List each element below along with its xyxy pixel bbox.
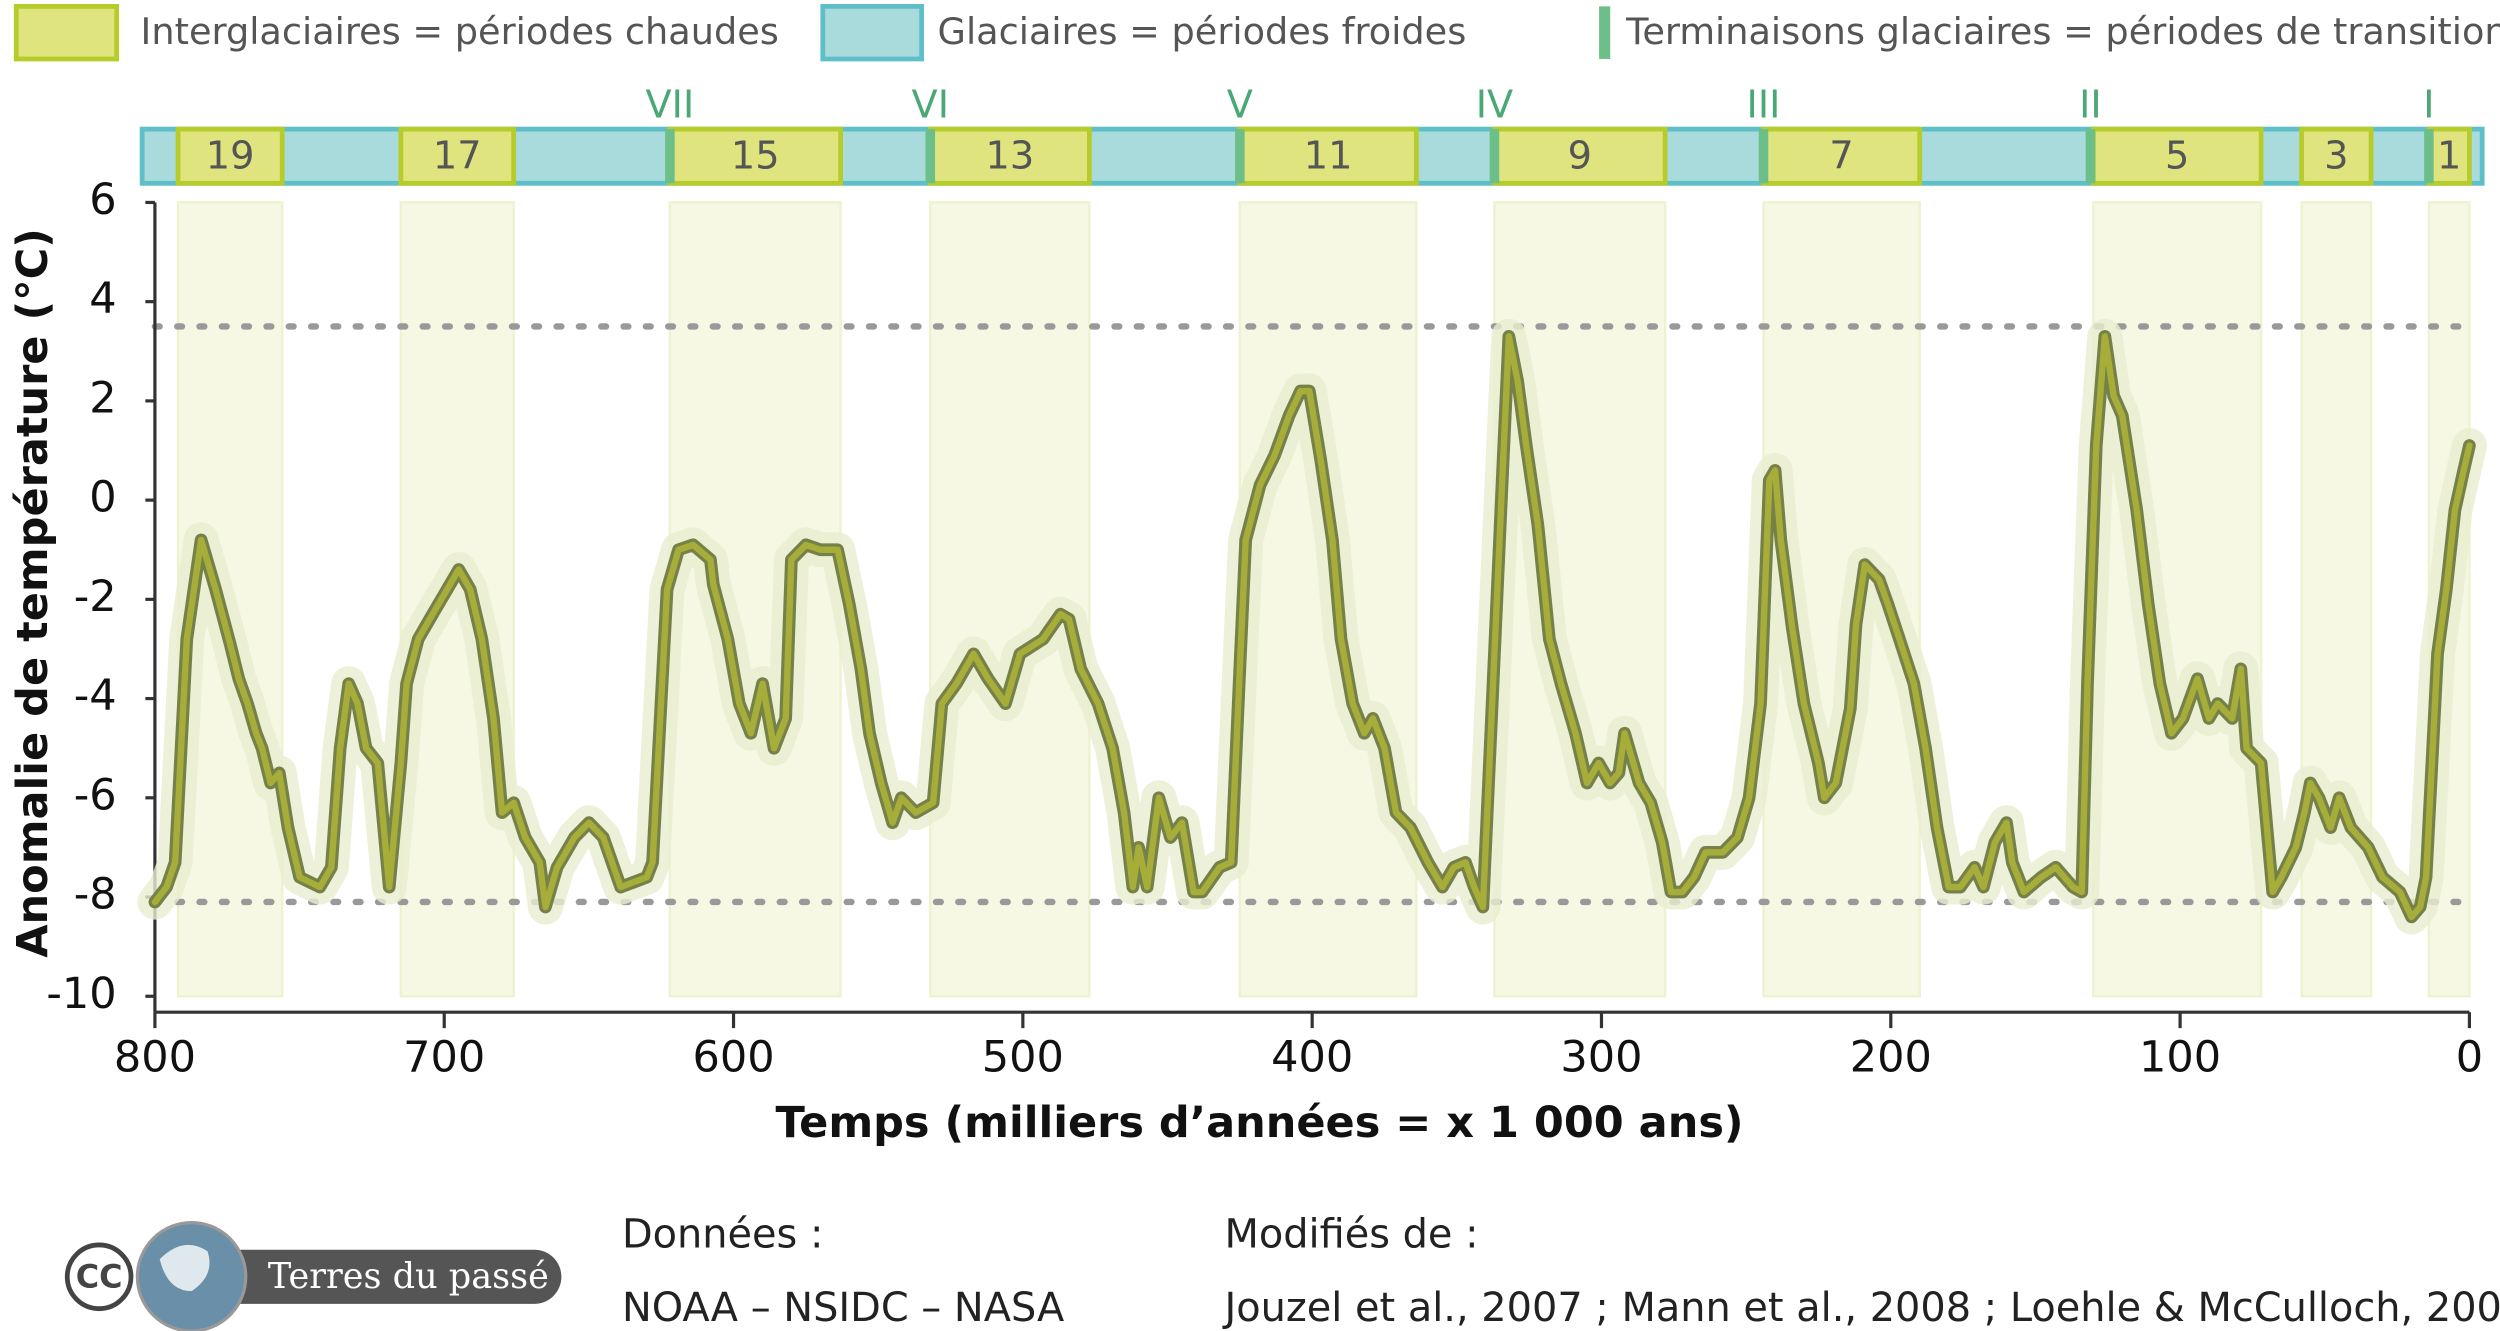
interglacial-label: 3 — [2324, 133, 2348, 178]
interglacial-band — [2092, 201, 2263, 998]
interglacial-box — [927, 126, 1092, 186]
x-axis-title: Temps (milliers d’années = x 1 000 ans) — [776, 1098, 1744, 1148]
termination-label: V — [1227, 82, 1253, 127]
termination-bar — [925, 129, 936, 184]
interglacial-band — [2300, 201, 2373, 998]
termination-bar — [2424, 129, 2434, 184]
logo-ice — [159, 1244, 210, 1292]
interglacial-label: 5 — [2165, 133, 2189, 178]
termination-label: IV — [1476, 82, 1513, 127]
interglacial-label: 17 — [433, 133, 482, 178]
logo: CC Terres du passé — [64, 1221, 562, 1331]
y-tick-label: 4 — [89, 274, 116, 324]
legend-label: Glaciaires = périodes froides — [938, 10, 1467, 53]
interglacial-box — [398, 126, 517, 186]
termination-label: VII — [646, 82, 695, 127]
y-tick-label: -10 — [46, 969, 116, 1019]
y-tick-label: -4 — [74, 671, 117, 721]
y-tick-label: -2 — [74, 572, 117, 622]
termination-label: VI — [912, 82, 949, 127]
legend-swatch — [1599, 6, 1611, 59]
x-tick-label: 300 — [1560, 1033, 1642, 1083]
interglacial-box — [1492, 126, 1668, 186]
termination-label: I — [2423, 82, 2434, 127]
x-tick-label: 400 — [1271, 1033, 1353, 1083]
x-tick-label: 0 — [2456, 1033, 2483, 1083]
termination-bar — [1758, 129, 1769, 184]
interglacial-box — [175, 126, 285, 186]
cc-text: CC — [76, 1257, 123, 1295]
cc-badge — [64, 1242, 134, 1312]
data-title: Données : — [622, 1211, 823, 1257]
interglacial-box — [1237, 126, 1419, 186]
interglacial-label: 13 — [985, 133, 1034, 178]
interglacial-box — [1761, 126, 1923, 186]
y-tick-label: -8 — [74, 870, 117, 920]
interglacial-label: 11 — [1304, 133, 1353, 178]
legend-swatch — [820, 3, 925, 62]
termination-bar — [1489, 129, 1500, 184]
marks-layer — [137, 318, 2487, 935]
termination-label: II — [2079, 82, 2102, 127]
y-tick-label: 2 — [89, 373, 116, 423]
legend-label: Terminaisons glaciaires = périodes de tr… — [1625, 10, 2500, 53]
x-tick-label: 200 — [1850, 1033, 1932, 1083]
y-tick-label: 6 — [89, 175, 116, 225]
x-tick-label: 100 — [2139, 1033, 2221, 1083]
interglacial-band — [1493, 201, 1667, 998]
y-tick-label: -6 — [74, 770, 117, 820]
interglacial-label: 7 — [1829, 133, 1853, 178]
x-tick-label: 500 — [982, 1033, 1064, 1083]
line — [151, 333, 2473, 921]
modified-title: Modifiés de : — [1224, 1211, 1478, 1257]
logo-text: Terres du passé — [268, 1256, 549, 1297]
interglacial-box — [2299, 126, 2374, 186]
interglacial-label: 15 — [731, 133, 780, 178]
legend-swatch — [13, 3, 120, 62]
termination-bar — [665, 129, 675, 184]
interglacial-label: 9 — [1568, 133, 1592, 178]
interglacial-band — [1238, 201, 1418, 998]
termination-bar — [2085, 129, 2096, 184]
y-tick-label: 0 — [89, 473, 116, 523]
termination-bar — [1235, 129, 1245, 184]
x-tick-label: 600 — [692, 1033, 774, 1083]
x-tick-label: 700 — [403, 1033, 485, 1083]
x-tick-label: 800 — [114, 1033, 196, 1083]
termination-label: III — [1747, 82, 1781, 127]
interglacial-box — [2090, 126, 2264, 186]
legend-label: Interglaciaires = périodes chaudes — [141, 10, 779, 53]
interglacial-band — [668, 201, 842, 998]
interglacial-label: 1 — [2437, 133, 2461, 178]
interglacial-label: 19 — [206, 133, 255, 178]
logo-banner — [159, 1249, 562, 1304]
modified-sources: Jouzel et al., 2007 ; Mann et al., 2008 … — [1221, 1285, 2500, 1331]
data-sources: NOAA – NSIDC – NASA — [622, 1285, 1064, 1331]
y-axis-title: Anomalie de température (°C) — [8, 228, 58, 958]
